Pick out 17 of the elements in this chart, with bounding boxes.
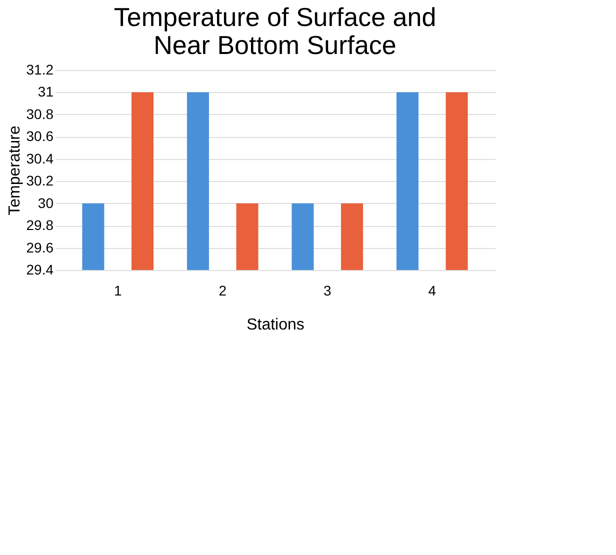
y-tick-label: 29.6 xyxy=(26,239,54,256)
x-tick-label: 1 xyxy=(114,282,122,298)
y-tick-label: 31 xyxy=(38,84,54,100)
y-tick-label: 30.6 xyxy=(26,128,54,144)
y-tick-label: 31.2 xyxy=(26,62,54,78)
x-tick-label: 2 xyxy=(218,282,227,298)
x-axis-title: Stations xyxy=(246,316,304,334)
y-tick-label: 30 xyxy=(38,194,54,211)
x-tick-label: 4 xyxy=(428,282,436,298)
y-tick-label: 29.8 xyxy=(26,217,54,234)
y-axis-title: Temperature xyxy=(6,125,24,216)
y-tick-label: 30.4 xyxy=(26,150,54,166)
chart-title: Temperature of Surface and Near Bottom Surface xyxy=(114,2,436,60)
x-tick-label: 3 xyxy=(323,282,332,298)
y-tick-label: 30.2 xyxy=(26,172,54,189)
y-tick-label: 30.8 xyxy=(26,106,54,122)
y-tick-label: 29.4 xyxy=(26,262,54,278)
